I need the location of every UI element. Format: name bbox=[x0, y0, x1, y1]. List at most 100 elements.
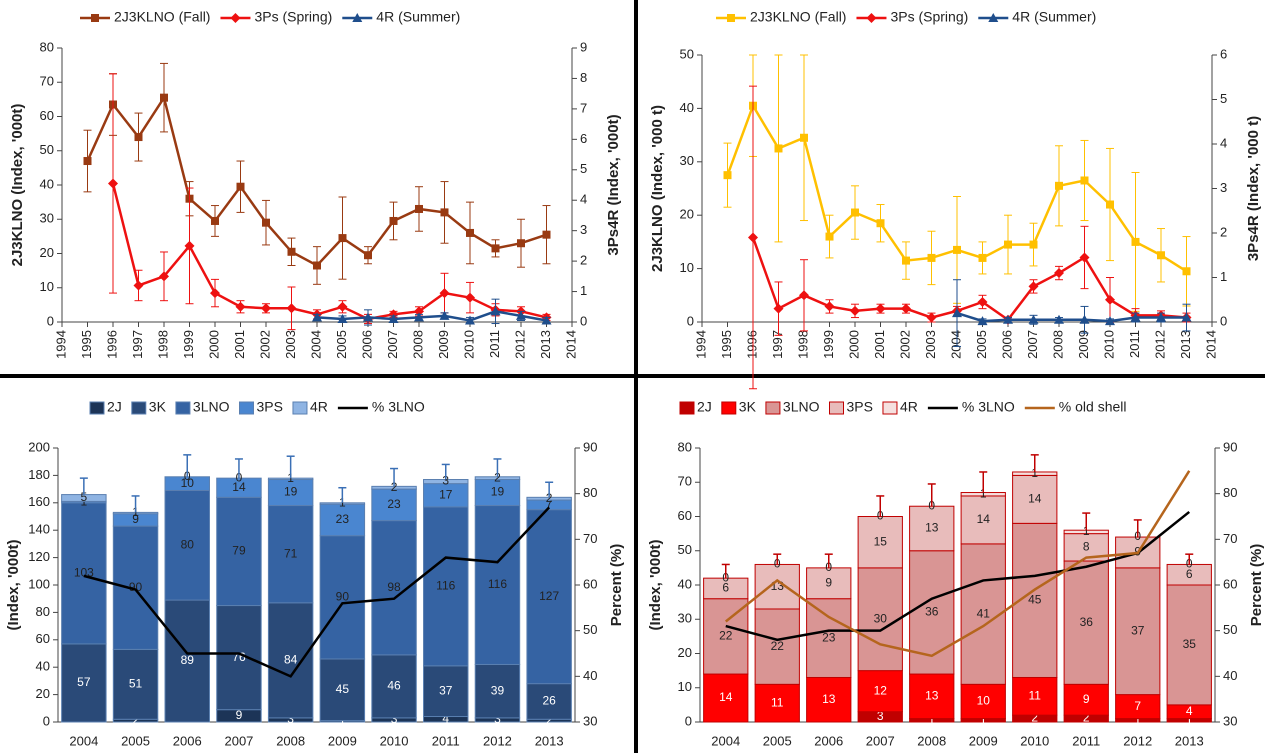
data-label: 13 bbox=[925, 688, 939, 702]
y-tick-label: 10 bbox=[680, 260, 694, 275]
data-label: 15 bbox=[874, 534, 888, 548]
data-label: 7 bbox=[546, 497, 553, 511]
marker bbox=[1181, 312, 1192, 322]
marker bbox=[210, 288, 220, 299]
marker bbox=[1080, 176, 1089, 185]
data-label: 1 bbox=[928, 712, 935, 726]
marker bbox=[491, 244, 500, 253]
data-label: 3 bbox=[391, 712, 398, 726]
legend-label: % 3LNO bbox=[372, 399, 425, 415]
y2-tick-label: 60 bbox=[583, 576, 597, 591]
bar-segment bbox=[474, 663, 521, 719]
legend-swatch bbox=[292, 401, 308, 415]
x-tick-label: 1997 bbox=[130, 330, 145, 359]
data-label: 90 bbox=[336, 590, 350, 604]
y2-tick-label: 0 bbox=[1220, 313, 1227, 328]
series-line bbox=[724, 470, 1191, 658]
data-label: 11 bbox=[771, 695, 784, 709]
x-tick-label: 2013 bbox=[535, 733, 564, 748]
y-axis-title: (Index, '000t) bbox=[647, 539, 664, 630]
bar-segment bbox=[371, 654, 417, 719]
data-label: 1 bbox=[1083, 524, 1090, 538]
x-tick-label: 2000 bbox=[846, 330, 861, 359]
marker bbox=[1055, 181, 1063, 190]
y2-axis-title: Percent (%) bbox=[608, 544, 625, 627]
y2-axis-title: 3Ps4R (Index, '000t) bbox=[605, 114, 622, 255]
marker bbox=[286, 303, 297, 314]
series-line bbox=[725, 510, 1191, 642]
marker bbox=[977, 316, 988, 326]
y-tick-label: 140 bbox=[28, 522, 50, 537]
marker bbox=[1130, 312, 1141, 322]
y-tick-label: 10 bbox=[678, 679, 692, 694]
data-label: 2 bbox=[494, 470, 501, 484]
marker bbox=[773, 303, 784, 314]
y2-tick-label: 3 bbox=[580, 222, 587, 237]
marker bbox=[337, 313, 348, 323]
y-axis-title: 2J3KLNO (Index, '000 t) bbox=[649, 105, 666, 272]
y-tick-label: 50 bbox=[678, 542, 692, 557]
data-label: 35 bbox=[1183, 637, 1197, 651]
legend-label: 3Ps (Spring) bbox=[890, 9, 968, 25]
bar-segment bbox=[423, 506, 469, 667]
y-tick-label: 60 bbox=[36, 631, 50, 646]
x-tick-label: 1997 bbox=[770, 330, 785, 359]
bar-segment bbox=[754, 683, 800, 723]
x-tick-label: 2006 bbox=[173, 733, 202, 748]
x-tick-label: 2014 bbox=[563, 330, 578, 359]
legend-label: 3PS bbox=[257, 399, 283, 415]
data-label: 37 bbox=[439, 683, 453, 697]
legend-swatch bbox=[829, 401, 844, 415]
bar-segment bbox=[754, 608, 800, 685]
marker bbox=[1182, 267, 1191, 276]
bar-segment bbox=[806, 567, 852, 600]
marker bbox=[1028, 281, 1039, 292]
bar-segment bbox=[857, 516, 903, 569]
marker bbox=[866, 13, 877, 23]
marker bbox=[414, 306, 424, 317]
series-line bbox=[111, 183, 547, 321]
marker bbox=[1029, 240, 1038, 249]
legend-label: % 3LNO bbox=[962, 399, 1015, 415]
data-label: 22 bbox=[771, 639, 785, 653]
data-label: 36 bbox=[1080, 615, 1094, 629]
data-label: 3 bbox=[494, 712, 501, 726]
data-label: 2 bbox=[391, 480, 398, 494]
data-label: 12 bbox=[874, 683, 888, 697]
marker bbox=[800, 133, 808, 142]
legend-label: 2J3KLNO (Fall) bbox=[114, 9, 210, 25]
bar-segment bbox=[526, 509, 572, 685]
x-tick-label: 2003 bbox=[283, 330, 298, 359]
y2-tick-label: 30 bbox=[583, 713, 597, 728]
y-tick-label: 20 bbox=[680, 207, 694, 222]
x-tick-label: 2007 bbox=[866, 733, 895, 748]
x-tick-label: 2002 bbox=[897, 330, 912, 359]
y2-tick-label: 1 bbox=[1220, 269, 1227, 284]
bar-segment bbox=[319, 658, 366, 722]
data-label: 23 bbox=[387, 497, 401, 511]
marker bbox=[824, 301, 835, 312]
x-tick-label: 1998 bbox=[795, 330, 810, 359]
x-tick-label: 2007 bbox=[1025, 330, 1040, 359]
marker bbox=[415, 204, 423, 213]
data-label: 1 bbox=[980, 486, 987, 500]
x-tick-label: 2008 bbox=[917, 733, 946, 748]
marker bbox=[262, 218, 270, 227]
y-tick-label: 30 bbox=[680, 153, 694, 168]
y-tick-label: 10 bbox=[40, 279, 54, 294]
y-tick-label: 0 bbox=[685, 713, 692, 728]
data-label: 41 bbox=[977, 606, 991, 620]
data-label: 79 bbox=[232, 544, 246, 558]
y2-axis-title: 3Ps4R (Index, '000 t) bbox=[1245, 116, 1262, 261]
x-tick-label: 2005 bbox=[334, 330, 349, 359]
x-tick-label: 2009 bbox=[1076, 330, 1091, 359]
marker bbox=[91, 14, 99, 22]
marker bbox=[723, 171, 732, 180]
y2-tick-label: 40 bbox=[583, 668, 597, 683]
y2-tick-label: 40 bbox=[1223, 668, 1237, 683]
data-label: 1 bbox=[980, 712, 987, 726]
x-tick-label: 2009 bbox=[436, 330, 451, 359]
marker bbox=[926, 312, 937, 323]
marker bbox=[875, 303, 886, 314]
series-line bbox=[316, 310, 547, 322]
